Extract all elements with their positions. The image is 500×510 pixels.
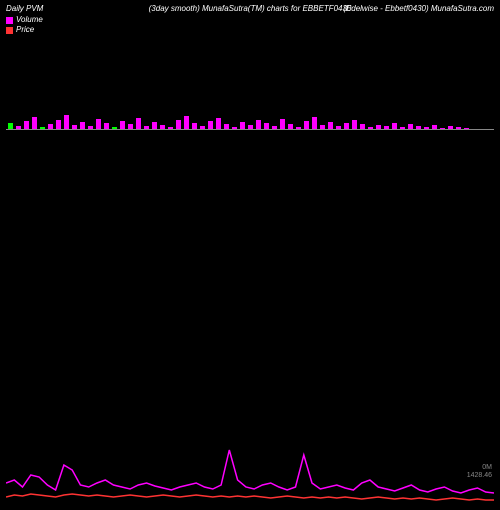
volume-bar [256, 120, 261, 129]
volume-bar [184, 116, 189, 129]
volume-bar [96, 119, 101, 129]
volume-line [6, 450, 494, 493]
legend-price-label: Price [16, 25, 34, 35]
volume-bar [216, 118, 221, 129]
volume-bar [208, 121, 213, 129]
volume-bars-svg [0, 90, 500, 130]
volume-bar [280, 119, 285, 129]
header-left-text: Daily PVM [6, 4, 43, 13]
volume-bar [312, 117, 317, 129]
volume-bar [56, 120, 61, 129]
volume-bar [240, 122, 245, 129]
volume-bar [136, 118, 141, 129]
volume-axis [6, 129, 494, 130]
volume-bar [64, 115, 69, 129]
legend-volume: Volume [6, 15, 494, 25]
y-label-top: 0M [482, 464, 492, 472]
header-mid-text: (3day smooth) MunafaSutra(TM) charts for… [149, 4, 352, 13]
legend-price: Price [6, 25, 494, 35]
legend-volume-label: Volume [16, 15, 43, 25]
price-lines-svg [6, 390, 494, 510]
header-right-text: (Edelwise - Ebbetf0430) MunafaSutra.com [343, 4, 494, 13]
price-swatch [6, 27, 13, 34]
volume-bar [328, 122, 333, 129]
volume-bar [24, 121, 29, 129]
volume-chart [0, 90, 500, 130]
volume-bar [80, 122, 85, 129]
legend: Volume Price [0, 13, 500, 37]
volume-bar [304, 121, 309, 129]
chart-header: Daily PVM (3day smooth) MunafaSutra(TM) … [0, 0, 500, 13]
volume-bar [32, 117, 37, 129]
volume-bar [352, 120, 357, 129]
volume-bar [152, 122, 157, 129]
volume-bar [176, 120, 181, 129]
price-line [6, 494, 494, 500]
volume-bar [120, 121, 125, 129]
y-label-bottom: 1428.46 [467, 472, 492, 480]
volume-swatch [6, 17, 13, 24]
price-chart: 0M 1428.46 [6, 390, 494, 490]
